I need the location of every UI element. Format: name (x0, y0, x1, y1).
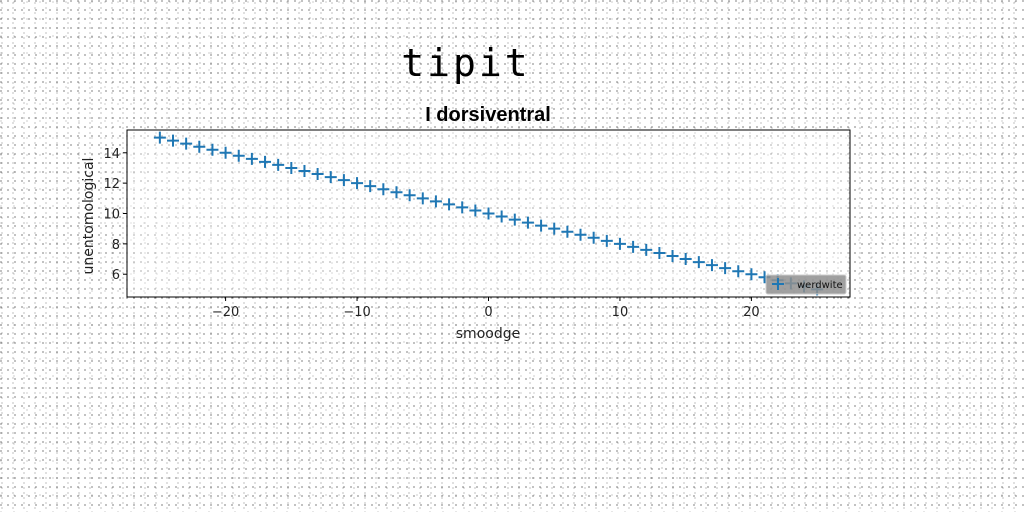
y-axis-label: unentomological (81, 158, 97, 275)
data-point (640, 243, 653, 256)
data-point (495, 210, 508, 223)
legend-label: werdwite (797, 280, 843, 291)
data-point (259, 155, 272, 168)
data-point (429, 195, 442, 208)
data-point (627, 240, 640, 253)
x-tick-label: 0 (484, 305, 492, 320)
legend-box (765, 274, 847, 295)
x-tick-label: 10 (612, 305, 629, 320)
data-point (705, 259, 718, 272)
data-point (377, 183, 390, 196)
page-title: tipit (401, 41, 530, 85)
data-point (272, 158, 285, 171)
data-point (443, 198, 456, 211)
data-point (206, 143, 219, 156)
data-point (692, 256, 705, 269)
y-tick-label: 6 (112, 268, 120, 283)
y-axis: 6 8 10 12 14 (103, 147, 127, 283)
data-point (469, 204, 482, 217)
data-point (403, 189, 416, 202)
data-point (364, 180, 377, 193)
y-tick-label: 10 (103, 208, 120, 223)
legend-marker-icon (772, 278, 784, 290)
data-point (508, 213, 521, 226)
data-point (653, 246, 666, 259)
data-point (574, 228, 587, 241)
data-point (561, 225, 574, 238)
data-point (521, 216, 534, 229)
x-tick-label: 20 (743, 305, 760, 320)
data-point (600, 234, 613, 247)
data-point (390, 186, 403, 199)
data-point (180, 137, 193, 150)
y-tick-label: 8 (112, 238, 120, 253)
data-point (679, 253, 692, 266)
data-point (666, 250, 679, 263)
data-point (535, 219, 548, 232)
data-point (245, 152, 258, 165)
data-point (337, 174, 350, 187)
data-point (548, 222, 561, 235)
data-point (416, 192, 429, 205)
data-point (324, 171, 337, 184)
data-point (745, 268, 758, 281)
legend: werdwite (765, 274, 847, 295)
x-axis: −20 −10 0 10 20 (212, 297, 760, 320)
data-point (153, 131, 166, 144)
data-point (482, 207, 495, 220)
data-point (456, 201, 469, 214)
y-tick-label: 14 (103, 147, 120, 162)
data-point (613, 237, 626, 250)
data-point (587, 231, 600, 244)
data-point (285, 161, 298, 174)
chart-title: I dorsiventral (425, 104, 551, 126)
x-tick-label: −10 (343, 305, 370, 320)
data-point (351, 177, 364, 190)
data-point (311, 168, 324, 181)
x-axis-label: smoodge (456, 326, 520, 342)
data-point (167, 134, 180, 147)
data-point (719, 262, 732, 275)
x-tick-label: −20 (212, 305, 239, 320)
y-tick-label: 12 (103, 177, 120, 192)
data-point (219, 146, 232, 159)
data-point (732, 265, 745, 278)
data-point (232, 149, 245, 162)
series-werdwite (153, 131, 824, 296)
data-point (298, 164, 311, 177)
data-point (193, 140, 206, 153)
